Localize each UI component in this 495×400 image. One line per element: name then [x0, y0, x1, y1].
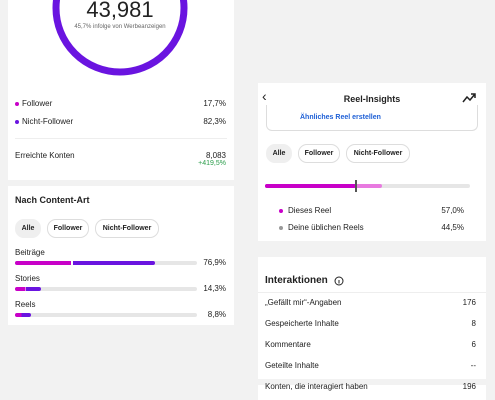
interactions-title: Interaktionen — [265, 275, 328, 286]
item-label: Beiträge — [15, 248, 45, 257]
row-value: -- — [470, 361, 476, 370]
legend-value: 57,0% — [441, 206, 464, 215]
legend-label: Deine üblichen Reels — [288, 223, 364, 232]
content-title: Nach Content-Art — [15, 195, 90, 205]
row-value: 8 — [471, 319, 476, 328]
row-label: „Gefällt mir“-Angaben — [265, 298, 342, 307]
back-icon[interactable]: ‹ — [262, 88, 267, 104]
row-label: Kommentare — [265, 340, 311, 349]
audience-label: Follower — [22, 99, 53, 108]
bar — [265, 184, 357, 188]
reel-panel: ‹ Reel-Insights Ähnliches Reel erstellen… — [258, 83, 486, 241]
legend-dot — [15, 102, 19, 106]
item-label: Reels — [15, 300, 36, 309]
create-link[interactable]: Ähnliches Reel erstellen — [300, 114, 381, 121]
filter-pill[interactable]: Alle — [15, 219, 41, 238]
legend-label: Dieses Reel — [288, 206, 332, 215]
trend-icon[interactable] — [462, 93, 476, 103]
interactions-panel: Interaktionen „Gefällt mir“-Angaben 176 Ge… — [258, 257, 486, 400]
left-panel: 43,981 45,7% infolge von Werbeanzeigen F… — [8, 0, 234, 325]
legend-dot — [279, 209, 283, 213]
bar — [15, 261, 155, 265]
bar-track — [15, 287, 197, 291]
row-value: 196 — [462, 382, 476, 391]
legend-value: 44,5% — [441, 223, 464, 232]
info-icon[interactable] — [334, 276, 344, 286]
accounts-change: +419,5% — [198, 160, 226, 167]
legend-dot — [279, 226, 283, 230]
accounts-label: Erreichte Konten — [15, 151, 75, 160]
filter-pill[interactable]: Follower — [298, 144, 340, 163]
divider — [8, 180, 234, 186]
row-value: 6 — [471, 340, 476, 349]
reel-title: Reel-Insights — [343, 94, 401, 104]
filter-pill[interactable]: Nicht-Follower — [346, 144, 410, 163]
item-value: 76,9% — [203, 258, 226, 267]
item-value: 8,8% — [207, 310, 226, 319]
filter-pill[interactable]: Nicht-Follower — [95, 219, 159, 238]
bar — [15, 313, 32, 317]
audience-value: 82,3% — [203, 117, 226, 126]
divider — [258, 379, 486, 385]
ads-note: 45,7% infolge von Werbeanzeigen — [74, 24, 166, 30]
row-value: 176 — [462, 298, 476, 307]
audience-value: 17,7% — [203, 99, 226, 108]
row-label: Geteilte Inhalte — [265, 361, 319, 370]
row-label: Konten, die interagiert haben — [265, 382, 368, 391]
row-label: Gespeicherte Inhalte — [265, 319, 339, 328]
item-value: 14,3% — [203, 284, 226, 293]
reach-ring — [52, 0, 188, 76]
ring — [52, 0, 188, 76]
bar-track — [15, 313, 197, 317]
accounts-value: 8,083 — [205, 151, 226, 160]
divider — [258, 292, 486, 293]
filter-pill[interactable]: Alle — [266, 144, 292, 163]
filter-pill[interactable]: Follower — [47, 219, 89, 238]
divider — [15, 138, 227, 139]
legend-dot — [15, 120, 19, 124]
reach-total: 43,981 — [86, 0, 154, 22]
item-label: Stories — [15, 274, 40, 283]
typical-marker — [355, 180, 358, 192]
bar — [15, 287, 42, 291]
link-box — [266, 105, 478, 131]
audience-label: Nicht-Follower — [22, 117, 74, 126]
